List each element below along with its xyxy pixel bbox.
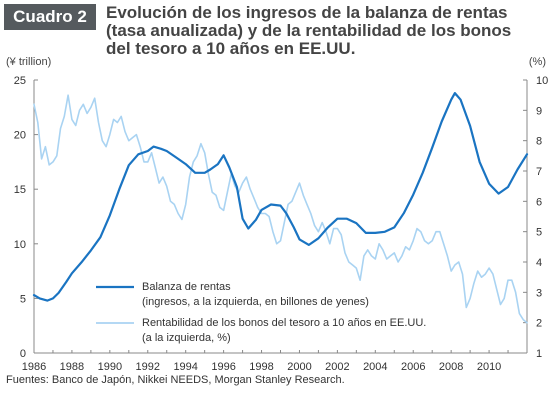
legend-label-balanza: Balanza de rentas xyxy=(142,281,231,293)
x-axis-tick-label: 2000 xyxy=(287,361,311,373)
x-axis-tick-label: 2004 xyxy=(363,361,387,373)
x-axis-tick-label: 1996 xyxy=(211,361,235,373)
x-axis-tick-label: 2002 xyxy=(325,361,349,373)
left-axis-unit: (¥ trillion) xyxy=(6,56,52,68)
right-axis-tick-label: 9 xyxy=(536,105,542,117)
right-axis-tick-label: 10 xyxy=(536,75,548,87)
chart-title-line-3: del tesoro a 10 años en EE.UU. xyxy=(106,39,356,58)
legend-label-balanza-detail: (ingresos, a la izquierda, en billones d… xyxy=(142,296,369,308)
right-axis-tick-label: 5 xyxy=(536,227,542,239)
x-axis-tick-label: 1990 xyxy=(98,361,122,373)
left-axis-tick-label: 15 xyxy=(14,184,26,196)
chart-title: Evolución de los ingresos de la balanza … xyxy=(106,4,546,58)
x-axis-tick-label: 1986 xyxy=(22,361,46,373)
left-axis-tick-label: 10 xyxy=(14,239,26,251)
chart-title-line-2: (tasa anualizada) y de la rentabilidad d… xyxy=(106,21,512,40)
chart-axes: 0 5 10 15 20 25 1 2 3 4 5 6 7 8 9 10 1986 1988 1990 1992 199… xyxy=(14,75,549,373)
right-axis-tick-label: 4 xyxy=(536,257,542,269)
x-axis-tick-label: 2006 xyxy=(401,361,425,373)
source-note: Fuentes: Banco de Japón, Nikkei NEEDS, M… xyxy=(6,374,345,386)
x-axis-tick-label: 1992 xyxy=(136,361,160,373)
right-axis-tick-label: 8 xyxy=(536,136,542,148)
right-axis-tick-label: 3 xyxy=(536,287,542,299)
series-line-bonos xyxy=(33,94,528,324)
chart-legend: Balanza de rentas (ingresos, a la izquie… xyxy=(96,281,426,344)
series-line-balanza xyxy=(32,92,529,302)
right-axis-tick-label: 2 xyxy=(536,318,542,330)
x-axis-tick-label: 1994 xyxy=(173,361,197,373)
left-axis-tick-label: 25 xyxy=(14,75,26,87)
x-axis-tick-label: 1998 xyxy=(249,361,273,373)
left-axis-tick-label: 20 xyxy=(14,130,26,142)
left-axis-tick-label: 0 xyxy=(20,348,26,360)
figure-badge: Cuadro 2 xyxy=(4,4,96,30)
legend-label-bonos: Rentabilidad de los bonos del tesoro a 1… xyxy=(142,317,426,329)
right-axis-unit: (%) xyxy=(528,56,546,68)
right-axis-tick-label: 1 xyxy=(536,348,542,360)
right-axis-tick-label: 7 xyxy=(536,166,542,178)
x-axis-tick-label: 1988 xyxy=(60,361,84,373)
x-axis-tick-label: 2008 xyxy=(439,361,463,373)
right-axis-tick-label: 6 xyxy=(536,196,542,208)
chart-series xyxy=(32,92,529,324)
legend-label-bonos-detail: (a la izquierda, %) xyxy=(142,332,231,344)
left-axis-tick-label: 5 xyxy=(20,293,26,305)
chart-title-line-1: Evolución de los ingresos de la balanza … xyxy=(106,3,508,22)
x-axis-tick-label: 2010 xyxy=(477,361,501,373)
